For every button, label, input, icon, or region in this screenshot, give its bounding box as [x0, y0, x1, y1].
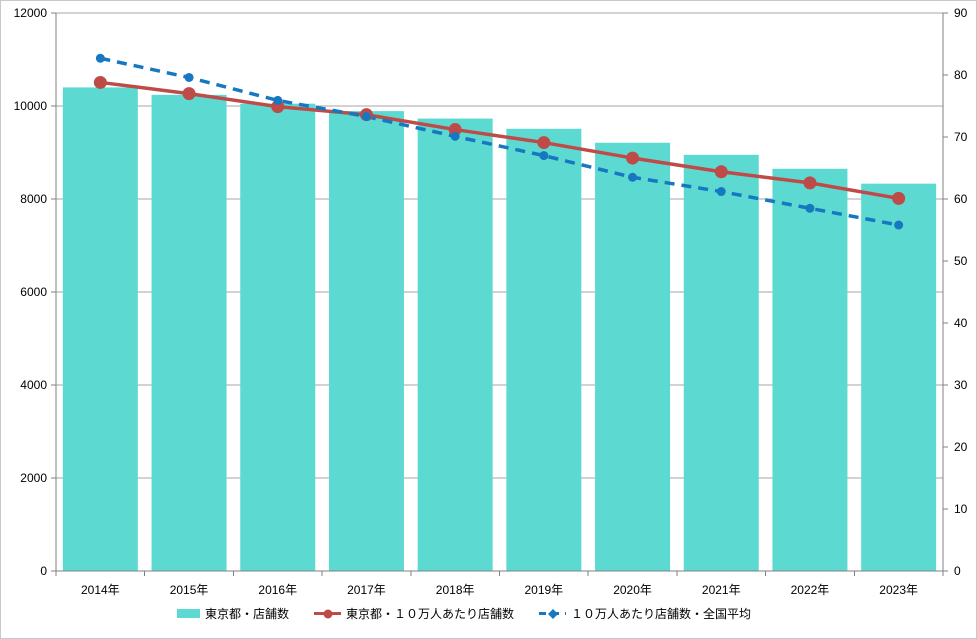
chart-legend: 東京都・店舗数 東京都・１０万人あたり店舗数 １０万人あたり店舗数・全国平均	[177, 605, 751, 622]
legend-red-line-marker-icon	[314, 609, 342, 618]
legend-item-tokyo-stores: 東京都・店舗数	[177, 605, 289, 622]
right-axis-label: 80	[954, 68, 968, 82]
left-axis-label: 2000	[20, 471, 47, 485]
bar-2023年	[861, 183, 937, 571]
national-avg-marker-2019年	[539, 151, 549, 161]
x-axis-label: 2019年	[524, 583, 563, 597]
x-axis-label: 2023年	[879, 583, 918, 597]
bar-2019年	[506, 128, 582, 571]
x-axis-label: 2015年	[170, 583, 209, 597]
x-axis-label: 2018年	[436, 583, 475, 597]
right-axis-label: 60	[954, 192, 968, 206]
legend-blue-dashed-marker-icon	[539, 608, 567, 619]
bar-2021年	[683, 154, 759, 571]
right-axis-label: 70	[954, 130, 968, 144]
tokyo-per100k-line	[100, 80, 899, 201]
bar-2022年	[772, 168, 848, 571]
x-axis-label: 2014年	[81, 583, 120, 597]
legend-label-national-avg: １０万人あたり店舗数・全国平均	[571, 607, 752, 621]
right-axis-label: 50	[954, 254, 968, 268]
left-axis-label: 0	[40, 564, 47, 578]
bar-2015年	[151, 94, 227, 571]
tokyo-per100k-marker-2021年	[714, 165, 728, 179]
national-avg-marker-2016年	[273, 95, 283, 105]
legend-bar-swatch-icon	[177, 609, 200, 618]
national-avg-marker-2015年	[184, 72, 194, 82]
right-axis-label: 20	[954, 440, 968, 454]
x-axis-label: 2016年	[258, 583, 297, 597]
left-axis-label: 8000	[20, 192, 47, 206]
tokyo-per100k-marker-2014年	[93, 75, 107, 89]
national-avg-marker-2023年	[894, 220, 904, 230]
right-axis-label: 30	[954, 378, 968, 392]
right-axis-label: 40	[954, 316, 968, 330]
bar-2016年	[240, 103, 316, 572]
national-avg-marker-2022年	[805, 203, 815, 213]
x-axis-label: 2022年	[791, 583, 830, 597]
left-axis-label: 4000	[20, 378, 47, 392]
right-axis-label: 90	[954, 6, 968, 20]
bar-2020年	[595, 142, 671, 572]
legend-label-tokyo-stores: 東京都・店舗数	[205, 607, 290, 621]
national-avg-marker-2021年	[716, 187, 726, 197]
legend-label-tokyo-per100k: 東京都・１０万人あたり店舗数	[346, 607, 515, 621]
tokyo-per100k-marker-2015年	[182, 87, 196, 101]
national-avg-marker-2017年	[361, 112, 371, 122]
right-axis-label: 0	[954, 564, 961, 578]
left-axis-label: 12000	[14, 6, 48, 20]
bar-2014年	[62, 87, 138, 572]
national-avg-marker-2014年	[95, 53, 105, 63]
left-axis-label: 6000	[20, 285, 47, 299]
right-axis-label: 10	[954, 502, 968, 516]
national-avg-marker-2018年	[450, 131, 460, 141]
tokyo-per100k-marker-2023年	[892, 191, 906, 205]
bar-2017年	[328, 111, 404, 572]
x-axis-label: 2017年	[347, 583, 386, 597]
national-avg-marker-2020年	[628, 172, 638, 182]
left-axis-label: 10000	[14, 99, 48, 113]
tokyo-per100k-marker-2022年	[803, 176, 817, 190]
x-axis-label: 2020年	[613, 583, 652, 597]
tokyo-per100k-marker-2019年	[537, 136, 551, 150]
tokyo-per100k-marker-2020年	[626, 151, 640, 165]
bar-2018年	[417, 118, 493, 572]
national-avg-line	[99, 56, 899, 227]
x-axis-label: 2021年	[702, 583, 741, 597]
tokyo-per100k-marker-2018年	[448, 123, 462, 137]
legend-item-tokyo-per100k: 東京都・１０万人あたり店舗数	[314, 605, 514, 622]
legend-item-national-avg: １０万人あたり店舗数・全国平均	[539, 605, 751, 622]
